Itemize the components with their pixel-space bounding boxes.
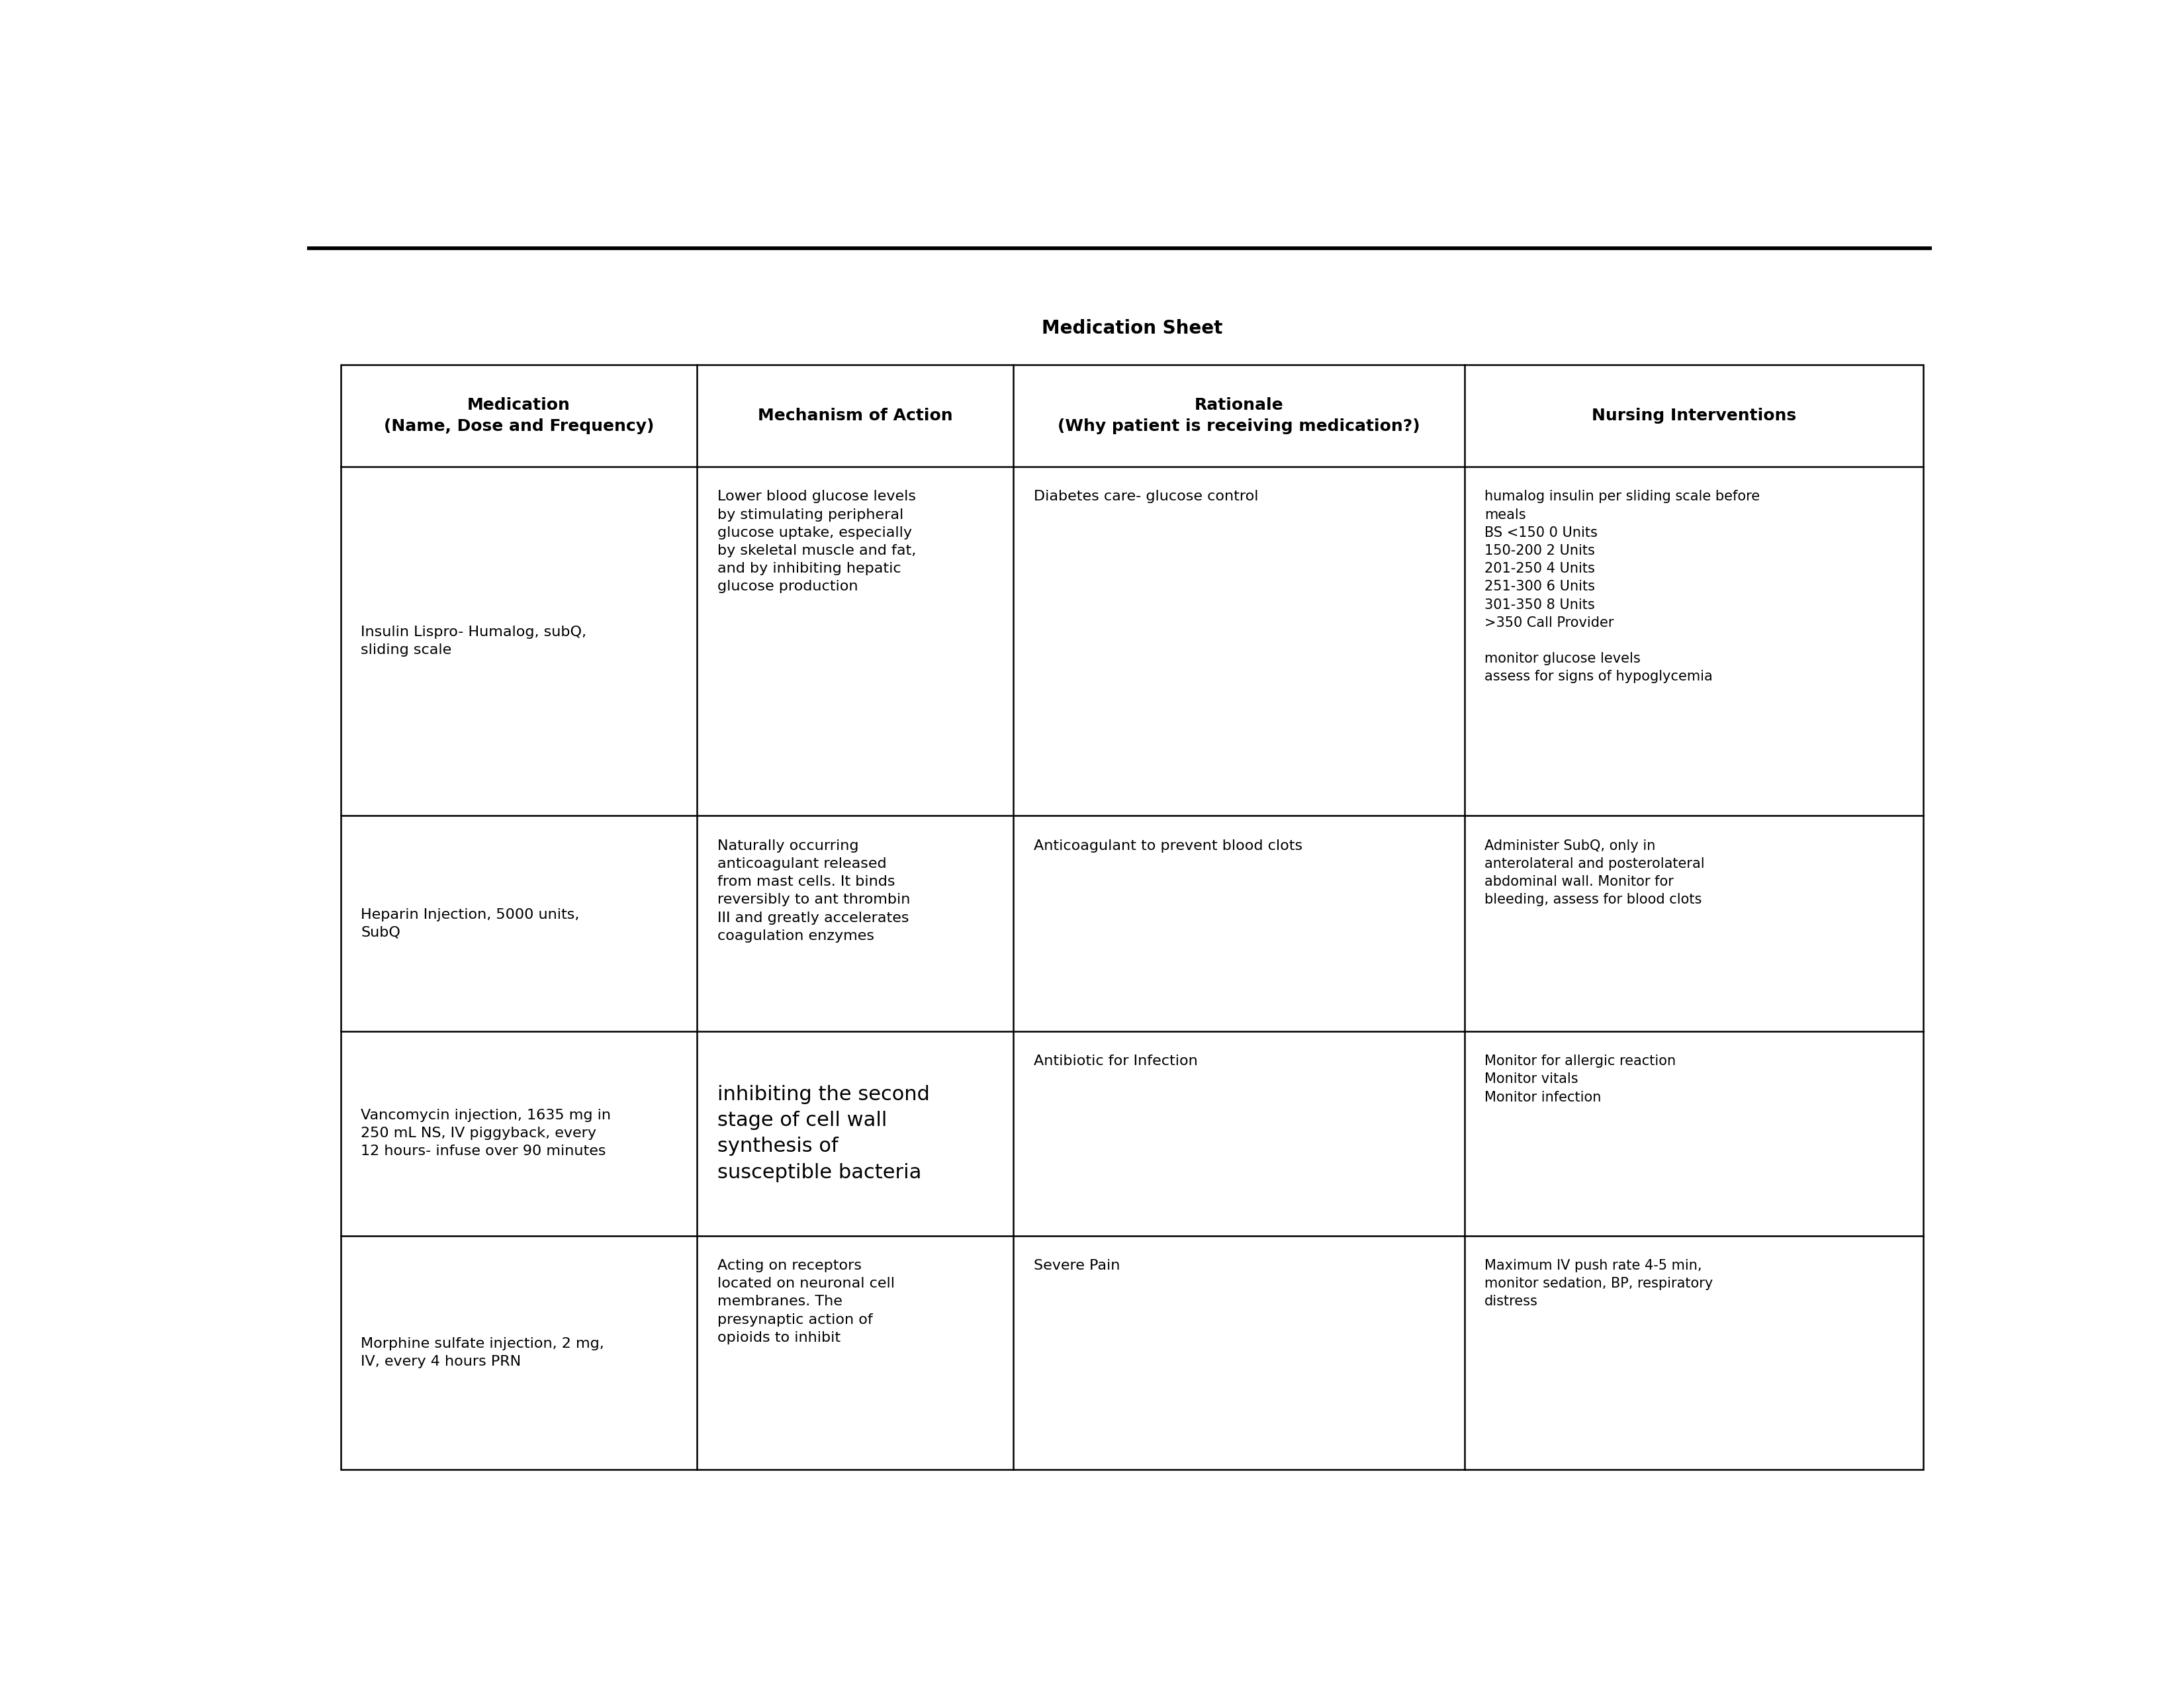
Text: Rationale
(Why patient is receiving medication?): Rationale (Why patient is receiving medi… (1057, 397, 1420, 434)
Text: inhibiting the second
stage of cell wall
synthesis of
susceptible bacteria: inhibiting the second stage of cell wall… (716, 1085, 930, 1182)
Bar (341, 365, 1924, 1470)
Text: Nursing Interventions: Nursing Interventions (1592, 408, 1795, 424)
Text: Diabetes care- glucose control: Diabetes care- glucose control (1033, 490, 1258, 503)
Text: Monitor for allergic reaction
Monitor vitals
Monitor infection: Monitor for allergic reaction Monitor vi… (1485, 1055, 1675, 1104)
Text: Mechanism of Action: Mechanism of Action (758, 408, 952, 424)
Text: Antibiotic for Infection: Antibiotic for Infection (1033, 1055, 1197, 1069)
Text: Insulin Lispro- Humalog, subQ,
sliding scale: Insulin Lispro- Humalog, subQ, sliding s… (360, 626, 587, 657)
Text: Severe Pain: Severe Pain (1033, 1259, 1120, 1273)
Text: Naturally occurring
anticoagulant released
from mast cells. It binds
reversibly : Naturally occurring anticoagulant releas… (716, 839, 911, 942)
Text: Administer SubQ, only in
anterolateral and posterolateral
abdominal wall. Monito: Administer SubQ, only in anterolateral a… (1485, 839, 1706, 906)
Text: Maximum IV push rate 4-5 min,
monitor sedation, BP, respiratory
distress: Maximum IV push rate 4-5 min, monitor se… (1485, 1259, 1712, 1308)
Text: humalog insulin per sliding scale before
meals
BS <150 0 Units
150-200 2 Units
2: humalog insulin per sliding scale before… (1485, 490, 1760, 684)
Text: Heparin Injection, 5000 units,
SubQ: Heparin Injection, 5000 units, SubQ (360, 908, 579, 939)
Text: Anticoagulant to prevent blood clots: Anticoagulant to prevent blood clots (1033, 839, 1302, 852)
Text: Morphine sulfate injection, 2 mg,
IV, every 4 hours PRN: Morphine sulfate injection, 2 mg, IV, ev… (360, 1337, 605, 1369)
Text: Medication Sheet: Medication Sheet (1042, 319, 1223, 338)
Text: Acting on receptors
located on neuronal cell
membranes. The
presynaptic action o: Acting on receptors located on neuronal … (716, 1259, 895, 1344)
Text: Lower blood glucose levels
by stimulating peripheral
glucose uptake, especially
: Lower blood glucose levels by stimulatin… (716, 490, 915, 594)
Text: Vancomycin injection, 1635 mg in
250 mL NS, IV piggyback, every
12 hours- infuse: Vancomycin injection, 1635 mg in 250 mL … (360, 1109, 612, 1158)
Text: Medication
(Name, Dose and Frequency): Medication (Name, Dose and Frequency) (384, 397, 653, 434)
